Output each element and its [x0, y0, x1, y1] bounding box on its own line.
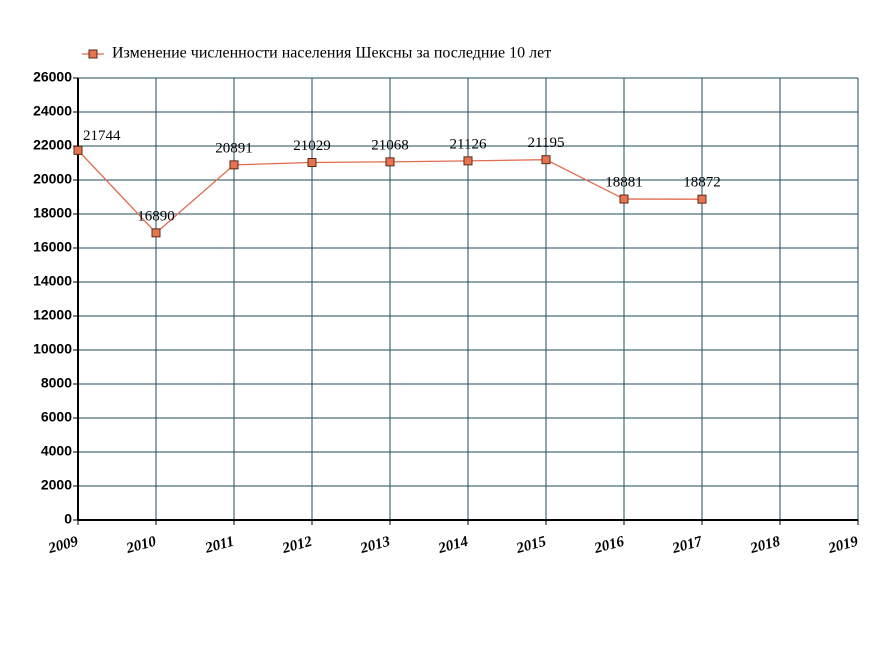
x-tick-label: 2018: [748, 534, 783, 558]
marker: [73, 145, 83, 155]
legend-marker: [88, 49, 98, 59]
x-tick-label: 2012: [280, 534, 315, 558]
y-tick-label: 16000: [33, 239, 72, 255]
x-tick-label: 2016: [592, 534, 627, 558]
marker: [307, 158, 317, 168]
x-tick-label: 2010: [124, 534, 159, 558]
y-tick-label: 24000: [33, 103, 72, 119]
data-label: 21126: [450, 136, 487, 152]
x-tick-label: 2019: [826, 534, 861, 558]
x-tick-label: 2014: [436, 534, 471, 558]
x-tick-label: 2017: [670, 534, 705, 558]
data-label: 21068: [371, 137, 409, 153]
data-label: 20891: [215, 140, 253, 156]
y-tick-label: 6000: [41, 409, 72, 425]
y-tick-label: 10000: [33, 341, 72, 357]
data-label: 21195: [528, 135, 565, 151]
marker: [697, 194, 707, 204]
legend-label: Изменение численности населения Шексны з…: [112, 45, 551, 62]
y-tick-label: 12000: [33, 307, 72, 323]
y-tick-label: 8000: [41, 375, 72, 391]
data-label: 21744: [83, 128, 121, 144]
y-tick-label: 4000: [41, 443, 72, 459]
marker: [151, 228, 161, 238]
x-tick-label: 2015: [514, 534, 549, 558]
y-tick-label: 22000: [33, 137, 72, 153]
marker: [619, 194, 629, 204]
marker: [385, 157, 395, 167]
data-label: 21029: [293, 138, 331, 154]
x-tick-label: 2011: [203, 534, 236, 557]
y-tick-label: 2000: [41, 477, 72, 493]
marker: [541, 155, 551, 165]
y-tick-label: 18000: [33, 205, 72, 221]
data-label: 16890: [137, 208, 175, 224]
y-tick-label: 20000: [33, 171, 72, 187]
y-tick-label: 14000: [33, 273, 72, 289]
data-label: 18872: [683, 175, 721, 191]
x-tick-label: 2013: [358, 534, 393, 558]
x-tick-label: 2009: [46, 534, 81, 558]
data-label: 18881: [605, 174, 643, 190]
y-tick-label: 26000: [33, 69, 72, 85]
marker: [229, 160, 239, 170]
y-tick-label: 0: [64, 511, 72, 527]
marker: [463, 156, 473, 166]
